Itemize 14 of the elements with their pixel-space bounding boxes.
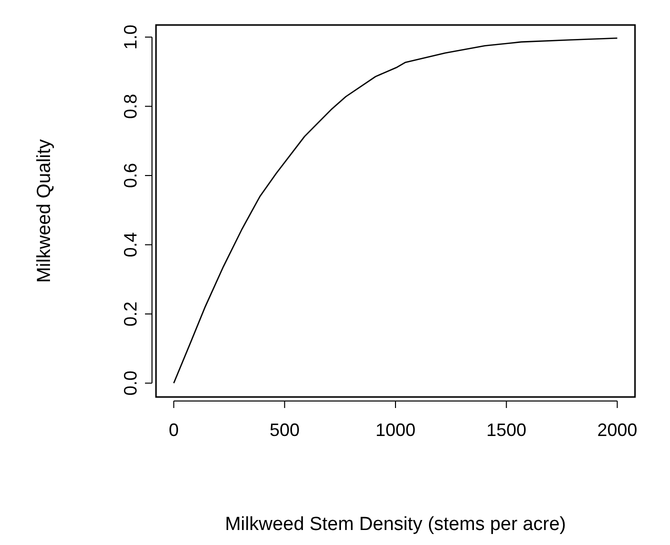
y-tick-label: 0.8 bbox=[120, 94, 140, 119]
y-tick-label: 0.2 bbox=[120, 301, 140, 326]
y-tick-label: 0.4 bbox=[120, 232, 140, 258]
y-tick-label: 0.6 bbox=[120, 163, 140, 188]
x-tick-label: 1500 bbox=[486, 420, 526, 440]
x-axis-title: Milkweed Stem Density (stems per acre) bbox=[224, 514, 566, 535]
y-axis-title: Milkweed Quality bbox=[34, 138, 55, 283]
line-series bbox=[173, 38, 618, 384]
x-tick-label: 0 bbox=[168, 420, 179, 440]
y-tick-label: 1.0 bbox=[120, 24, 140, 50]
x-tick-label: 1000 bbox=[375, 420, 416, 440]
x-tick-label: 500 bbox=[270, 420, 300, 440]
y-tick-label: 0.0 bbox=[120, 370, 140, 396]
x-tick-label: 2000 bbox=[597, 420, 638, 440]
